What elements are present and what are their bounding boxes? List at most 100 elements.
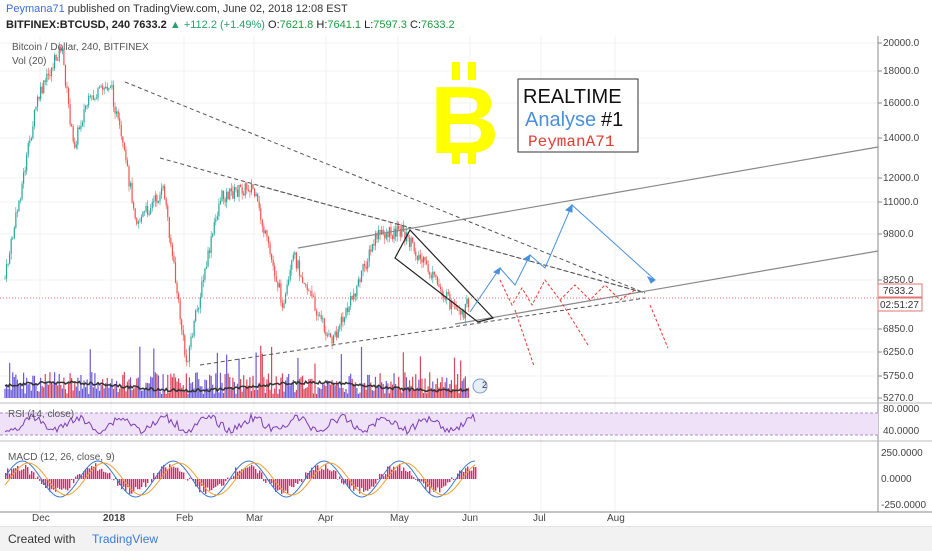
volume-bar	[321, 389, 322, 398]
up-arrow-icon: ▲	[170, 19, 181, 31]
volume-bar	[96, 389, 97, 398]
chart-header: Peymana71 published on TradingView.com, …	[0, 0, 932, 36]
ohlc-open: 7621.8	[280, 19, 314, 31]
volume-bar	[73, 390, 74, 398]
candle-body	[52, 68, 53, 69]
macd-hist-bar	[337, 479, 338, 480]
volume-bar	[404, 372, 405, 398]
candle-body	[108, 88, 109, 90]
candle-body	[372, 244, 373, 252]
macd-hist-bar	[107, 473, 108, 479]
volume-bar	[330, 385, 331, 398]
volume-bar	[127, 382, 128, 398]
candle-body	[426, 260, 427, 263]
candle-body	[39, 97, 40, 99]
candle-body	[359, 279, 360, 282]
volume-bar	[389, 393, 390, 398]
macd-hist-bar	[329, 470, 330, 479]
volume-bar	[390, 382, 391, 398]
macd-hist-bar	[133, 479, 134, 491]
volume-bar	[90, 349, 91, 398]
volume-bar	[356, 388, 357, 398]
candle-body	[418, 255, 419, 260]
candle-body	[276, 276, 277, 282]
macd-hist-bar	[179, 471, 180, 479]
candle-body	[104, 88, 105, 89]
author-link[interactable]: Peymana71	[6, 3, 65, 15]
volume-bar	[387, 383, 388, 398]
volume-bar	[266, 379, 267, 398]
candle-body	[297, 260, 298, 268]
volume-bar	[212, 385, 213, 398]
candle-body	[335, 332, 336, 335]
volume-bar	[6, 385, 7, 398]
volume-bar	[172, 377, 173, 398]
volume-bar	[423, 393, 424, 398]
candle-body	[438, 284, 439, 286]
volume-bar	[294, 392, 295, 398]
candle-body	[263, 227, 264, 234]
volume-bar	[63, 378, 64, 398]
volume-bar	[342, 388, 343, 398]
volume-bar	[108, 388, 109, 398]
macd-hist-bar	[373, 479, 374, 487]
bitcoin-logo: B	[430, 62, 499, 174]
rsi-legend[interactable]: RSI (14, close)	[8, 409, 74, 420]
candle-body	[175, 262, 176, 282]
macd-hist-bar	[439, 479, 440, 492]
candle-body	[411, 238, 412, 247]
main-legend[interactable]: Bitcoin / Dollar, 240, BITFINEX	[12, 42, 149, 53]
tradingview-brand[interactable]: TradingView	[92, 532, 158, 546]
volume-bar	[443, 387, 444, 398]
candle-body	[198, 308, 199, 309]
candle-body	[280, 283, 281, 302]
candle-body	[150, 208, 151, 214]
candle-body	[369, 250, 370, 262]
volume-bar	[194, 388, 195, 398]
candle-body	[29, 141, 30, 143]
candle-body	[366, 266, 367, 268]
candle-body	[48, 74, 49, 75]
volume-bar	[273, 394, 274, 398]
candle-body	[345, 308, 346, 318]
macd-hist-bar	[169, 464, 170, 479]
volume-bar	[386, 381, 387, 398]
candle-body	[20, 199, 21, 201]
volume-bar	[344, 392, 345, 398]
realtime-annotation[interactable]: REALTIME Analyse #1 PeymanA71	[518, 79, 638, 152]
volume-bar	[200, 386, 201, 398]
macd-hist-bar	[475, 467, 476, 479]
volume-bar	[338, 384, 339, 398]
macd-hist-bar	[357, 479, 358, 487]
macd-hist-bar	[395, 470, 396, 479]
ohlc-low-label: L:	[364, 19, 373, 31]
candle-body	[234, 187, 235, 198]
volume-bar	[186, 374, 187, 398]
candle-body	[302, 277, 303, 283]
volume-bar	[32, 376, 33, 398]
candle-body	[128, 166, 129, 186]
x-tick-label: Aug	[607, 513, 625, 524]
candle-body	[142, 212, 143, 217]
volume-bar	[291, 383, 292, 398]
volume-bar	[11, 390, 12, 398]
interval[interactable]: 240	[112, 19, 130, 31]
price-chart[interactable]: 7633.2 02:51:27 20000.018000.016000.0140…	[0, 36, 932, 526]
candle-body	[186, 355, 187, 362]
volume-legend[interactable]: Vol (20)	[12, 56, 46, 67]
macd-hist-bar	[291, 479, 292, 487]
volume-bar	[147, 383, 148, 398]
macd-hist-bar	[137, 479, 138, 489]
macd-legend[interactable]: MACD (12, 26, close, 9)	[8, 452, 115, 463]
y-tick-label: 12000.0	[883, 173, 920, 184]
event-marker-icon[interactable]: 2	[473, 379, 487, 393]
candle-body	[42, 87, 43, 93]
volume-bar	[125, 391, 126, 398]
macd-hist-bar	[73, 479, 74, 483]
candle-body	[231, 188, 232, 191]
candle-body	[362, 264, 363, 271]
symbol[interactable]: BITFINEX:BTCUSD	[6, 19, 106, 31]
candle-body	[232, 191, 233, 198]
volume-bar	[23, 373, 24, 398]
